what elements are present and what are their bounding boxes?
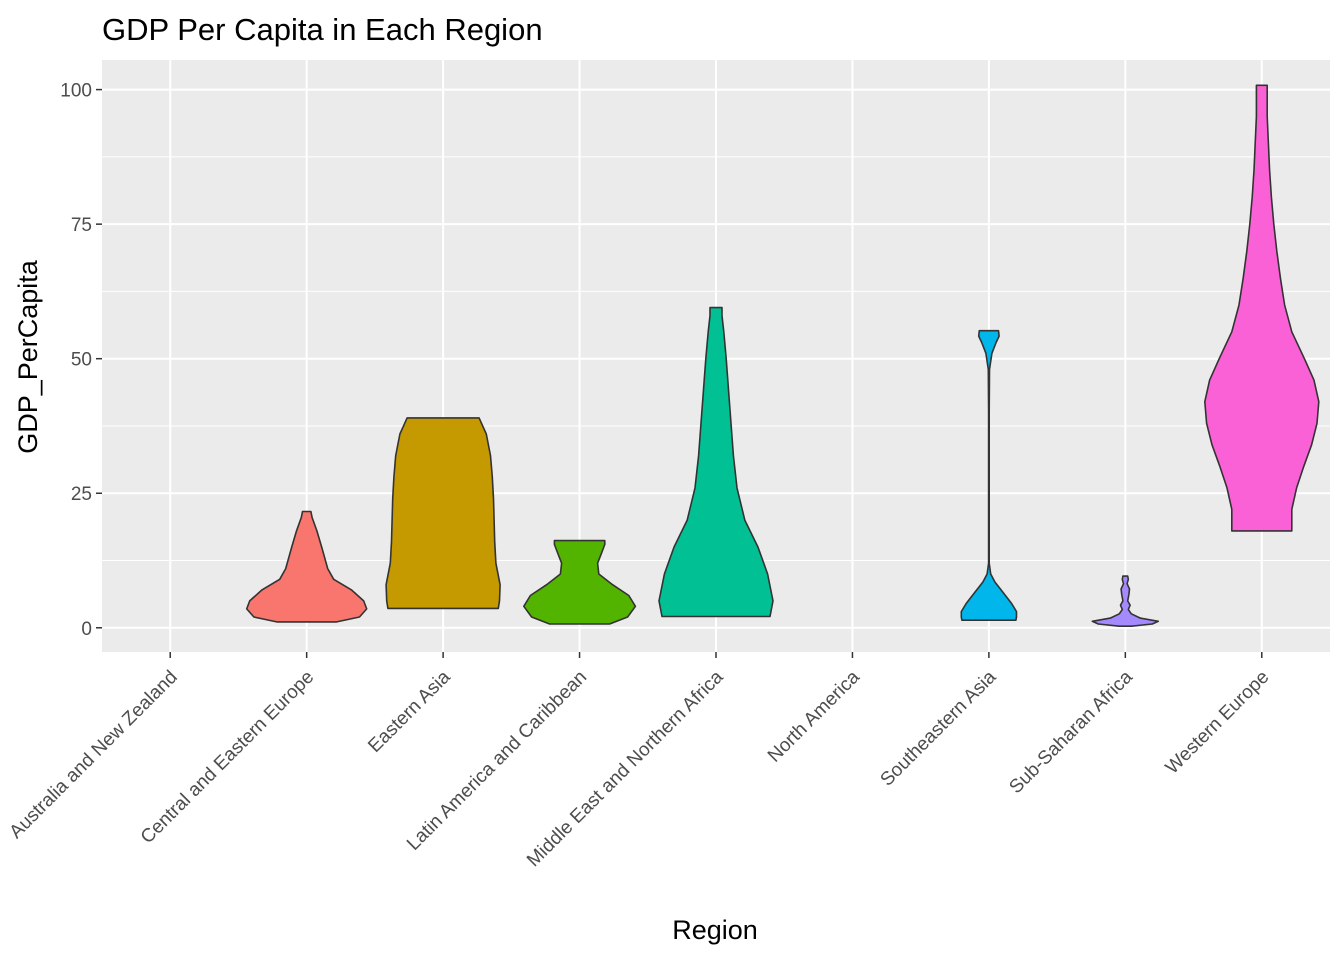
y-tick-label: 0 <box>81 619 92 640</box>
violin-western-europe <box>1204 84 1320 532</box>
violin-middle-east-and-northern-africa <box>658 306 774 618</box>
violin-sub-saharan-africa <box>1091 575 1160 627</box>
x-tick-label: Western Europe <box>1162 667 1274 779</box>
y-axis-ticks: 0 25 50 75 100 <box>60 81 102 640</box>
y-tick-label: 75 <box>71 215 92 236</box>
violin-central-and-eastern-europe <box>245 510 368 623</box>
y-tick-label: 25 <box>71 484 92 505</box>
violins <box>245 84 1320 627</box>
x-tick-label: Eastern Asia <box>364 666 455 757</box>
x-axis-title: Region <box>672 915 758 945</box>
x-tick-label: North America <box>764 666 864 766</box>
y-tick-label: 100 <box>60 81 92 102</box>
violin-latin-america-and-caribbean <box>523 539 637 625</box>
violin-eastern-asia <box>385 417 501 610</box>
y-tick-label: 50 <box>71 350 92 371</box>
violin-southeastern-asia <box>960 329 1018 621</box>
y-axis-title: GDP_PerCapita <box>13 259 43 454</box>
x-tick-label: Sub-Saharan Africa <box>1005 666 1137 798</box>
chart-title: GDP Per Capita in Each Region <box>102 12 543 47</box>
x-tick-label: Southeastern Asia <box>877 666 1001 790</box>
